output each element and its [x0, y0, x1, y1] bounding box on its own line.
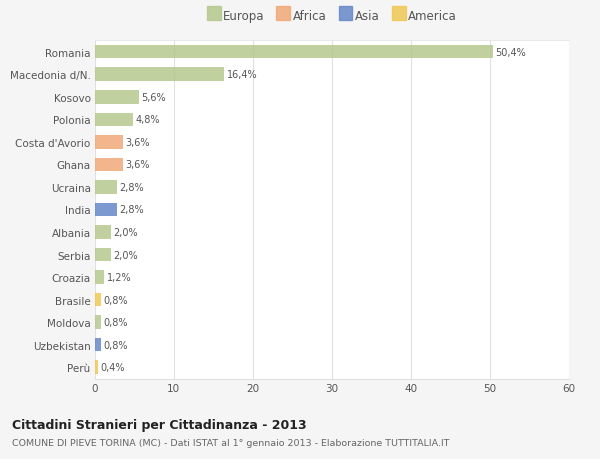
Text: 2,0%: 2,0%	[113, 228, 137, 237]
Text: 0,8%: 0,8%	[103, 340, 128, 350]
Text: 3,6%: 3,6%	[125, 160, 150, 170]
Text: Cittadini Stranieri per Cittadinanza - 2013: Cittadini Stranieri per Cittadinanza - 2…	[12, 418, 307, 431]
Text: 2,0%: 2,0%	[113, 250, 137, 260]
Bar	[95, 158, 123, 172]
Text: 2,8%: 2,8%	[119, 183, 144, 192]
Bar	[95, 271, 104, 284]
Text: 0,8%: 0,8%	[103, 318, 128, 327]
Text: 1,2%: 1,2%	[107, 273, 131, 282]
Legend: Europa, Africa, Asia, America: Europa, Africa, Asia, America	[206, 10, 457, 23]
Bar	[95, 316, 101, 329]
Text: COMUNE DI PIEVE TORINA (MC) - Dati ISTAT al 1° gennaio 2013 - Elaborazione TUTTI: COMUNE DI PIEVE TORINA (MC) - Dati ISTAT…	[12, 438, 449, 448]
Bar	[95, 361, 98, 374]
Bar	[95, 68, 224, 82]
Bar	[95, 293, 101, 307]
Bar	[95, 338, 101, 352]
Text: 16,4%: 16,4%	[227, 70, 257, 80]
Bar	[95, 203, 117, 217]
Bar	[95, 46, 493, 59]
Bar	[95, 113, 133, 127]
Text: 2,8%: 2,8%	[119, 205, 144, 215]
Bar	[95, 226, 110, 239]
Text: 0,8%: 0,8%	[103, 295, 128, 305]
Bar	[95, 248, 110, 262]
Text: 50,4%: 50,4%	[496, 48, 526, 57]
Bar	[95, 91, 139, 104]
Text: 3,6%: 3,6%	[125, 138, 150, 147]
Bar	[95, 181, 117, 194]
Text: 4,8%: 4,8%	[135, 115, 160, 125]
Bar	[95, 136, 123, 149]
Text: 0,4%: 0,4%	[100, 363, 125, 372]
Text: 5,6%: 5,6%	[142, 93, 166, 102]
